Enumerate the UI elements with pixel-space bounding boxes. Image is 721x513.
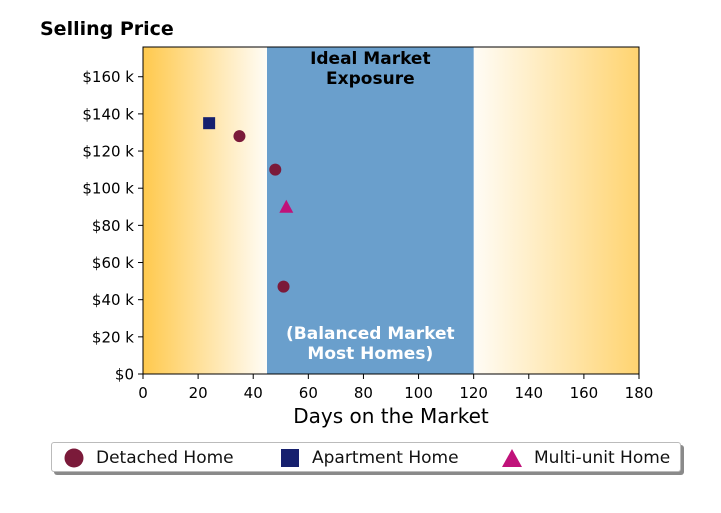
y-tick-label: $80 k xyxy=(92,217,134,235)
legend-item-apartment: Apartment Home xyxy=(278,447,459,469)
legend-label-detached: Detached Home xyxy=(96,448,234,468)
band-label-top-line: Exposure xyxy=(326,69,415,89)
x-tick-label: 160 xyxy=(570,384,599,402)
gradient-right xyxy=(473,47,639,374)
y-tick-label: $20 k xyxy=(92,328,134,346)
x-tick-label: 180 xyxy=(625,384,654,402)
x-tick-label: 20 xyxy=(189,384,208,402)
y-tick-label: $40 k xyxy=(92,291,134,309)
y-tick-label: $120 k xyxy=(82,143,134,161)
legend: Detached Home Apartment Home Multi-unit … xyxy=(51,442,681,472)
x-tick-label: 80 xyxy=(354,384,373,402)
x-tick-label: 120 xyxy=(459,384,488,402)
detached-home-point xyxy=(269,163,282,176)
band-label-bottom-line: Most Homes) xyxy=(307,344,433,364)
x-axis-label: Days on the Market xyxy=(293,404,489,428)
legend-item-multi-unit: Multi-unit Home xyxy=(500,447,670,469)
x-tick-label: 0 xyxy=(138,384,148,402)
gradient-left xyxy=(143,47,267,374)
band-label-top-line: Ideal Market xyxy=(310,49,431,69)
legend-label-apartment: Apartment Home xyxy=(312,448,459,468)
x-tick-label: 60 xyxy=(299,384,318,402)
y-tick-label: $60 k xyxy=(92,254,134,272)
detached-home-point xyxy=(233,130,246,143)
detached-home-marker-icon xyxy=(64,448,84,468)
x-tick-label: 140 xyxy=(514,384,543,402)
multi-unit-home-point xyxy=(279,199,294,213)
x-tick-label: 100 xyxy=(404,384,433,402)
legend-label-multi-unit: Multi-unit Home xyxy=(534,448,671,468)
y-tick-label: $100 k xyxy=(82,180,134,198)
plot-frame xyxy=(142,46,640,375)
apartment-home-marker-icon xyxy=(281,449,299,467)
y-tick-label: $0 xyxy=(115,366,134,384)
ideal-market-band xyxy=(267,47,474,374)
band-label-bottom-line: (Balanced Market xyxy=(286,324,455,344)
y-tick-label: $140 k xyxy=(82,105,134,123)
multi-unit-home-marker-icon xyxy=(502,449,522,467)
x-tick-label: 40 xyxy=(244,384,263,402)
apartment-home-point xyxy=(203,117,216,130)
legend-item-detached: Detached Home xyxy=(62,447,234,469)
chart-title: Selling Price xyxy=(40,18,174,40)
detached-home-point xyxy=(277,280,290,293)
y-tick-label: $160 k xyxy=(82,68,134,86)
